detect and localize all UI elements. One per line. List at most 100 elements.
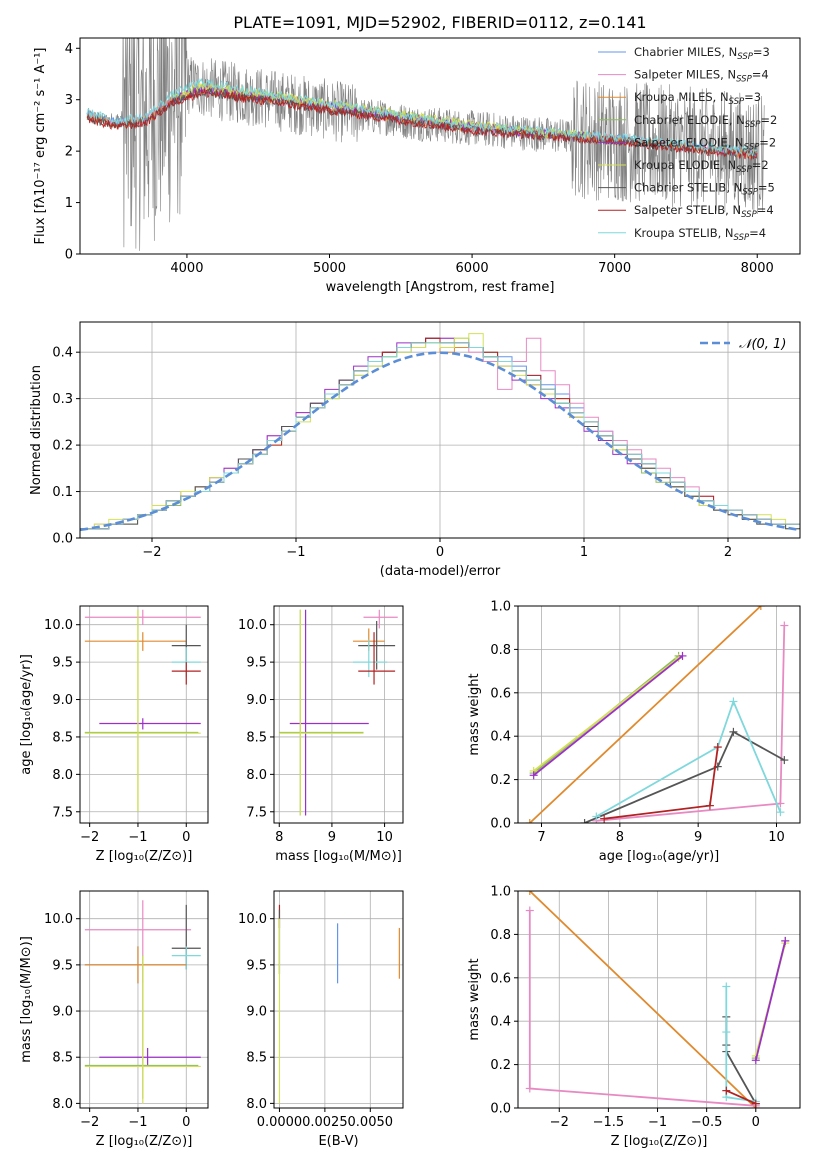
y-tick-label: 0.0 <box>52 532 73 547</box>
y-tick-label: 9.5 <box>52 958 73 973</box>
x-tick-label: 10 <box>768 830 785 845</box>
weight-marker <box>525 891 534 895</box>
x-axis-label: wavelength [Angstrom, rest frame] <box>326 280 555 295</box>
residuals-frame <box>79 321 801 539</box>
y-tick-label: 0.1 <box>52 485 73 500</box>
x-tick-label: 0.0050 <box>348 1115 394 1130</box>
y-tick-label: 0.0 <box>490 1102 511 1117</box>
y-axis-label: mass weight <box>467 673 482 755</box>
x-tick-label: −1.5 <box>593 1115 625 1130</box>
x-tick-label: 6000 <box>456 261 489 276</box>
weight-line <box>529 891 757 1108</box>
errorbar-point <box>358 620 396 670</box>
weight-series <box>525 606 765 823</box>
y-tick-label: 9.0 <box>246 1005 267 1020</box>
mass_vs_Z-plot-area <box>84 900 201 1104</box>
y-axis-label: Normed distribution <box>29 365 44 495</box>
x-tick-label: −1 <box>128 1115 147 1130</box>
errorbar-point <box>99 718 201 730</box>
mass_vs_ebv-plot-area <box>278 904 400 1104</box>
spectrum-plot-area <box>86 38 765 251</box>
weight-marker <box>729 697 738 706</box>
errorbar-point <box>84 609 201 812</box>
y-tick-label: 0.2 <box>490 773 511 788</box>
x-tick-label: 4000 <box>170 261 203 276</box>
weight_vs_age-axes: 7 8 9 10 0.0 0.2 0.4 0.6 0.8 1.0 age [log₁₀(age/yr… <box>467 600 800 864</box>
weight_vs_Z-plot-area <box>525 891 790 1108</box>
x-tick-label: 0 <box>436 545 444 560</box>
residuals-axes: −2 −1 0 1 2 0.0 0.1 0.2 0.3 0.4 (data-model)/error… <box>29 322 800 579</box>
x-axis-label: mass [log₁₀(M/M⊙)] <box>275 849 402 864</box>
weight-marker <box>713 743 722 752</box>
x-tick-label: 9 <box>328 830 336 845</box>
weight-marker <box>678 651 687 660</box>
legend-entry: Kroupa ELODIE, NSSP=2 <box>634 158 769 175</box>
x-tick-label: 10 <box>376 830 393 845</box>
weight-line <box>533 655 684 777</box>
errorbar-point <box>363 609 398 629</box>
weight_vs_age-plot-area <box>525 606 789 823</box>
weight-line <box>725 1089 757 1105</box>
y-tick-label: 7.5 <box>246 805 267 820</box>
x-tick-label: 7 <box>537 830 545 845</box>
age_vs_mass-plot-area <box>279 609 398 816</box>
weight-line <box>725 1016 757 1105</box>
mass_vs_ebv-frame <box>273 890 404 1109</box>
weight-series <box>592 697 785 821</box>
weight-series <box>529 651 687 780</box>
x-tick-label: 1 <box>580 545 588 560</box>
spectrum-frame <box>79 37 801 255</box>
y-tick-label: 8.0 <box>52 768 73 783</box>
y-tick-label: 0.6 <box>490 686 511 701</box>
weight_vs_Z-frame <box>517 890 801 1109</box>
errorbar-point <box>84 609 201 625</box>
y-tick-label: 0.8 <box>490 643 511 658</box>
weight-marker <box>525 1084 534 1093</box>
y-tick-label: 0 <box>65 248 73 263</box>
y-tick-label: 0.4 <box>490 730 511 745</box>
spectrum-axes: 4000 5000 6000 7000 8000 0 1 2 3 4 wavelength [Ang… <box>33 42 774 295</box>
y-axis-label: mass [log₁₀(M/M⊙)] <box>19 936 34 1063</box>
y-tick-label: 0.8 <box>490 928 511 943</box>
residual-histogram <box>80 342 800 530</box>
weight-line <box>595 698 782 818</box>
x-tick-label: −1 <box>286 545 305 560</box>
legend-entry: Salpeter ELODIE, NSSP=2 <box>634 135 776 152</box>
x-tick-label: 0.0000 <box>257 1115 303 1130</box>
errorbar-point <box>171 946 201 970</box>
age_vs_Z-axes: −2 −1 0 7.5 8.0 8.5 9.0 9.5 10.0 Z [log₁₀(Z/Z⊙)] a… <box>19 606 208 864</box>
x-tick-label: 0 <box>752 1115 760 1130</box>
weight-line <box>754 940 787 1061</box>
age_vs_mass-axes: 8 9 10 7.5 8.0 8.5 9.0 9.5 10.0 mass [log₁₀(M/M⊙)… <box>238 606 403 864</box>
weight-series <box>592 621 789 823</box>
weight-marker <box>751 1056 760 1065</box>
weight_vs_Z-axes: −2 −1.5 −1 −0.5 0 0.0 0.2 0.4 0.6 0.8 1.0 Z [log₁₀(… <box>467 885 800 1149</box>
y-tick-label: 9.5 <box>246 656 267 671</box>
y-tick-label: 1.0 <box>490 885 511 900</box>
y-tick-label: 9.0 <box>246 693 267 708</box>
weight-marker <box>751 1099 760 1108</box>
errorbar-point <box>84 946 187 984</box>
age_vs_Z-frame <box>79 605 209 824</box>
x-tick-label: −1 <box>648 1115 667 1130</box>
x-tick-label: 8000 <box>741 261 774 276</box>
y-tick-label: 9.0 <box>52 1005 73 1020</box>
x-tick-label: 8 <box>616 830 624 845</box>
y-tick-label: 8.5 <box>52 1051 73 1066</box>
x-axis-label: Z [log₁₀(Z/Z⊙)] <box>611 1134 708 1149</box>
weight-marker <box>722 1028 731 1037</box>
weight-series <box>751 936 790 1065</box>
legend-entry: 𝒩(0, 1) <box>739 337 786 352</box>
y-tick-label: 1 <box>65 196 73 211</box>
x-tick-label: −2 <box>80 1115 99 1130</box>
mass_vs_ebv-axes: 0.0000 0.0025 0.0050 8.0 8.5 9.0 9.5 10.0 E(B-V) <box>238 891 403 1149</box>
age_vs_mass-frame <box>273 605 404 824</box>
gaussian-curve <box>80 351 800 532</box>
weight-marker <box>756 606 765 610</box>
y-tick-label: 4 <box>65 42 73 57</box>
x-axis-label: E(B-V) <box>318 1134 358 1149</box>
x-tick-label: 7000 <box>598 261 631 276</box>
mass_vs_Z-axes: −2 −1 0 8.0 8.5 9.0 9.5 10.0 Z [log₁₀(Z/Z⊙)] mass… <box>19 891 208 1149</box>
y-tick-label: 0.2 <box>490 1058 511 1073</box>
